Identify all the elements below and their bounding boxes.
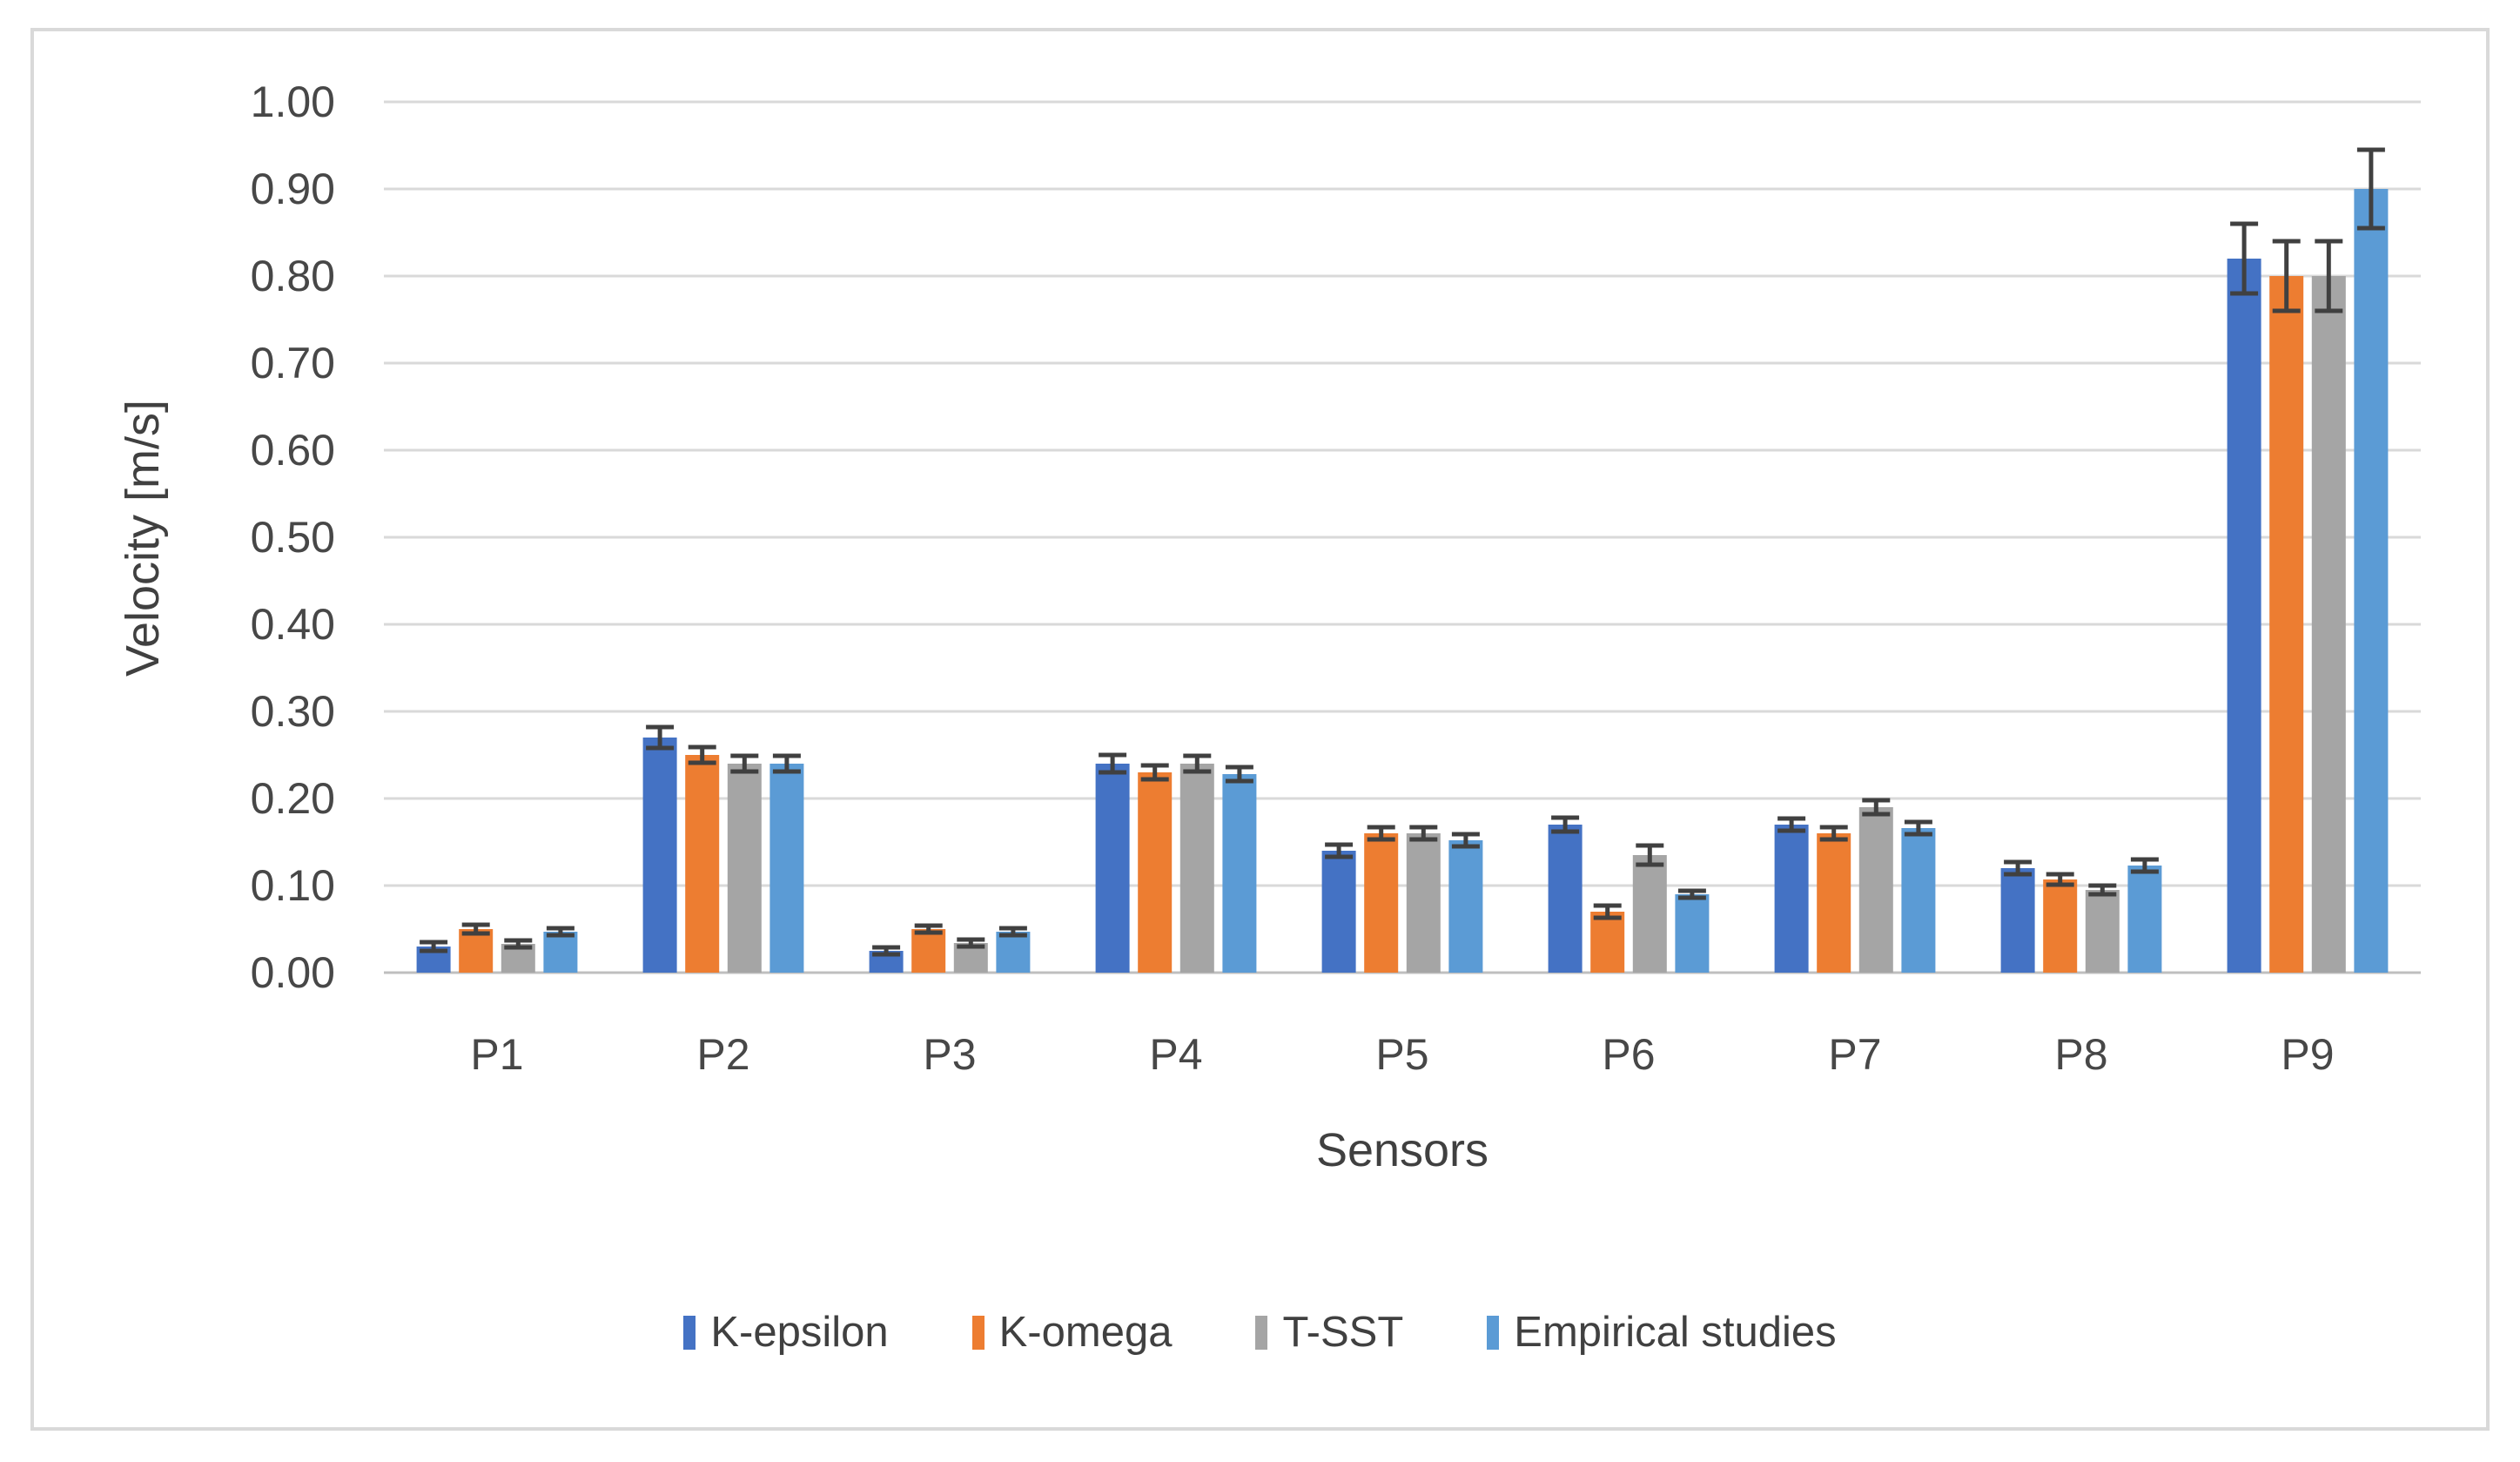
- bar: [1406, 833, 1441, 973]
- bar: [1138, 772, 1173, 973]
- bar: [2354, 189, 2389, 973]
- legend-marker: [971, 1315, 984, 1350]
- bar: [1632, 855, 1667, 973]
- y-tick-label: 0.20: [251, 774, 335, 823]
- bar: [1675, 894, 1710, 973]
- bar: [1321, 851, 1356, 973]
- y-tick-label: 0.40: [251, 600, 335, 649]
- y-tick-label: 0.50: [251, 513, 335, 562]
- y-tick-label: 0.80: [251, 252, 335, 300]
- bar: [543, 932, 578, 973]
- bar: [2269, 276, 2304, 973]
- y-tick-label: 0.10: [251, 861, 335, 910]
- bar: [2085, 890, 2120, 973]
- legend-item: Empirical studies: [1487, 1308, 1837, 1357]
- bar: [1448, 840, 1483, 973]
- legend: K-epsilon K-omega T-SST Empirical studies: [0, 1306, 2520, 1358]
- x-tick-label: P7: [1828, 1030, 1881, 1079]
- bar: [1179, 764, 1214, 973]
- bar: [727, 764, 762, 973]
- bar: [1858, 807, 1893, 973]
- bar: [1774, 825, 1809, 973]
- bar: [1095, 764, 1130, 973]
- legend-label: K-omega: [998, 1309, 1173, 1356]
- bar: [2043, 879, 2078, 973]
- x-axis-title: Sensors: [1315, 1124, 1489, 1176]
- bar: [2000, 868, 2035, 973]
- bar: [642, 738, 677, 973]
- x-tick-label: P6: [1602, 1030, 1655, 1079]
- x-tick-label: P4: [1149, 1030, 1202, 1079]
- y-tick-label: 0.30: [251, 687, 335, 736]
- bar: [1901, 828, 1936, 973]
- bar: [911, 929, 946, 973]
- y-tick-label: 0.00: [251, 948, 335, 997]
- legend-item: K-omega: [971, 1308, 1173, 1357]
- legend-label: T-SST: [1282, 1309, 1404, 1356]
- y-axis-title: Velocity [m/s]: [117, 399, 169, 677]
- bar: [2127, 866, 2162, 973]
- x-tick-label: P1: [470, 1030, 523, 1079]
- y-tick-label: 0.60: [251, 426, 335, 475]
- legend-label: K-epsilon: [710, 1309, 889, 1356]
- legend-label: Empirical studies: [1514, 1309, 1837, 1356]
- bar: [2227, 259, 2261, 973]
- bar: [1590, 912, 1625, 973]
- legend-item: T-SST: [1255, 1308, 1403, 1357]
- y-tick-label: 1.00: [251, 77, 335, 126]
- x-tick-label: P5: [1375, 1030, 1428, 1079]
- bar: [685, 755, 720, 973]
- y-tick-label: 0.90: [251, 165, 335, 213]
- bar: [1817, 833, 1851, 973]
- x-tick-label: P3: [923, 1030, 976, 1079]
- chart-frame: [30, 28, 2490, 1431]
- x-tick-label: P2: [696, 1030, 749, 1079]
- x-tick-label: P9: [2281, 1030, 2334, 1079]
- bar: [769, 764, 804, 973]
- bar: [1222, 774, 1257, 973]
- x-tick-label: P8: [2054, 1030, 2107, 1079]
- bar: [2311, 276, 2346, 973]
- legend-marker: [1487, 1315, 1500, 1350]
- bar: [996, 932, 1031, 973]
- y-tick-label: 0.70: [251, 339, 335, 387]
- bar: [1548, 825, 1583, 973]
- bar: [1364, 833, 1399, 973]
- legend-marker: [1255, 1315, 1268, 1350]
- legend-item: K-epsilon: [683, 1308, 889, 1357]
- bar: [459, 929, 494, 973]
- legend-marker: [683, 1315, 696, 1350]
